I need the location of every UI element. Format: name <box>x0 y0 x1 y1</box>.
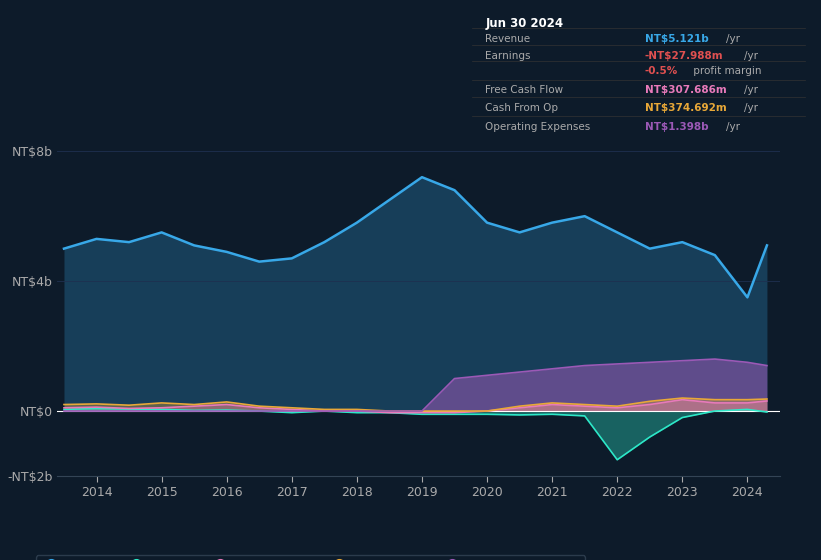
Text: /yr: /yr <box>744 51 758 60</box>
Text: Free Cash Flow: Free Cash Flow <box>485 85 563 95</box>
Text: -NT$27.988m: -NT$27.988m <box>645 51 723 60</box>
Text: Earnings: Earnings <box>485 51 531 60</box>
Text: Jun 30 2024: Jun 30 2024 <box>485 17 563 30</box>
Text: Cash From Op: Cash From Op <box>485 104 558 113</box>
Text: -0.5%: -0.5% <box>645 66 678 76</box>
Legend: Revenue, Earnings, Free Cash Flow, Cash From Op, Operating Expenses: Revenue, Earnings, Free Cash Flow, Cash … <box>36 556 585 560</box>
Text: /yr: /yr <box>744 85 758 95</box>
Text: /yr: /yr <box>744 104 758 113</box>
Text: Revenue: Revenue <box>485 34 530 44</box>
Text: profit margin: profit margin <box>690 66 761 76</box>
Text: NT$374.692m: NT$374.692m <box>645 104 727 113</box>
Text: Operating Expenses: Operating Expenses <box>485 122 590 132</box>
Text: NT$1.398b: NT$1.398b <box>645 122 709 132</box>
Text: /yr: /yr <box>726 34 740 44</box>
Text: NT$307.686m: NT$307.686m <box>645 85 727 95</box>
Text: NT$5.121b: NT$5.121b <box>645 34 709 44</box>
Text: /yr: /yr <box>726 122 740 132</box>
